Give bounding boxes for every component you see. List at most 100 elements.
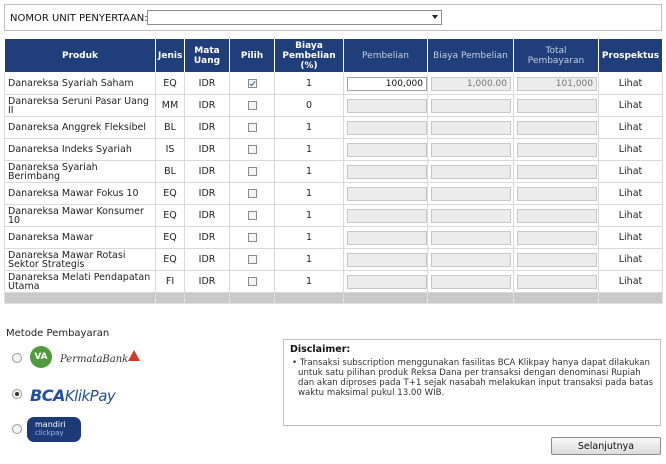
table-footer [4,292,663,304]
fee-cell [427,182,514,205]
currency: IDR [184,248,230,271]
fee-cell [427,270,514,293]
next-button[interactable]: Selanjutnya [551,437,661,455]
unit-select[interactable] [147,10,442,25]
chevron-down-icon [432,15,438,19]
total-field [517,208,597,223]
total-cell [513,248,599,271]
prospectus-link[interactable]: Lihat [598,94,663,117]
total-field [517,98,597,113]
product-type: EQ [155,204,185,227]
mandiri-brand: mandiri [35,420,66,429]
fee-field [431,142,511,157]
table-row: Danareksa Melati Pendapatan Utama FI IDR 1 L… [4,270,663,293]
fee-cell [427,94,514,117]
select-checkbox[interactable] [247,277,257,286]
total-field [517,142,597,157]
mandiri-clickpay-logo: mandiri clickpay [27,417,81,442]
table-row: Danareksa Syariah Saham EQ IDR 1 100,000 1,00… [4,72,663,95]
prospectus-link[interactable]: Lihat [598,248,663,271]
prospectus-link[interactable]: Lihat [598,138,663,161]
col-produk: Produk [4,38,156,73]
select-cell [229,204,275,227]
total-cell [513,138,599,161]
product-type: FI [155,270,185,293]
table-row: Danareksa Syariah Berimbang BL IDR 1 Lihat [4,160,663,183]
select-cell [229,94,275,117]
product-type: BL [155,116,185,139]
select-checkbox[interactable] [247,189,257,198]
total-field [517,230,597,245]
select-checkbox[interactable] [247,79,257,88]
col-mata-uang: Mata Uang [184,38,230,73]
currency: IDR [184,72,230,95]
total-cell: 101,000 [513,72,599,95]
product-type: MM [155,94,185,117]
total-cell [513,270,599,293]
amount-input[interactable]: 100,000 [347,76,427,91]
amount-input[interactable] [347,208,427,223]
select-checkbox[interactable] [247,255,257,264]
radio-bca-klikpay[interactable] [12,389,22,399]
fee-cell [427,116,514,139]
prospectus-link[interactable]: Lihat [598,116,663,139]
select-cell [229,72,275,95]
amount-input[interactable] [347,164,427,179]
total-cell [513,116,599,139]
amount-input[interactable] [347,252,427,267]
select-checkbox[interactable] [247,167,257,176]
unit-label: NOMOR UNIT PENYERTAAN: [10,13,148,24]
total-cell [513,160,599,183]
select-cell [229,270,275,293]
bca-brand: BCA [30,386,65,405]
table-row: Danareksa Mawar Konsumer 10 EQ IDR 1 Lihat [4,204,663,227]
total-cell [513,204,599,227]
amount-cell [343,94,428,117]
product-name: Danareksa Mawar [4,226,156,249]
prospectus-link[interactable]: Lihat [598,182,663,205]
prospectus-link[interactable]: Lihat [598,72,663,95]
amount-cell [343,204,428,227]
table-row: Danareksa Anggrek Fleksibel BL IDR 1 Lihat [4,116,663,139]
select-checkbox[interactable] [247,233,257,242]
total-cell [513,182,599,205]
fee-percent: 1 [274,226,344,249]
table-row: Danareksa Seruni Pasar Uang II MM IDR 0 Liha… [4,94,663,117]
prospectus-link[interactable]: Lihat [598,226,663,249]
select-checkbox[interactable] [247,123,257,132]
permata-mark-icon [128,350,140,361]
currency: IDR [184,94,230,117]
prospectus-link[interactable]: Lihat [598,270,663,293]
product-type: EQ [155,248,185,271]
product-name: Danareksa Indeks Syariah [4,138,156,161]
currency: IDR [184,116,230,139]
fee-cell [427,138,514,161]
amount-input[interactable] [347,142,427,157]
currency: IDR [184,204,230,227]
product-name: Danareksa Seruni Pasar Uang II [4,94,156,117]
amount-input[interactable] [347,186,427,201]
select-checkbox[interactable] [247,145,257,154]
total-cell [513,94,599,117]
amount-input[interactable] [347,230,427,245]
disclaimer-title: Disclaimer: [290,344,351,355]
select-checkbox[interactable] [247,211,257,220]
fee-field [431,208,511,223]
radio-mandiri[interactable] [12,424,22,434]
radio-permata[interactable] [12,353,22,363]
fee-field: 1,000.00 [431,76,511,91]
prospectus-link[interactable]: Lihat [598,204,663,227]
prospectus-link[interactable]: Lihat [598,160,663,183]
fee-percent: 1 [274,72,344,95]
table-row: Danareksa Mawar EQ IDR 1 Lihat [4,226,663,249]
klikpay-brand: KlikPay [64,387,116,405]
amount-input[interactable] [347,274,427,289]
col-jenis: Jenis [155,38,185,73]
amount-input[interactable] [347,120,427,135]
bca-klikpay-logo: BCAKlikPay [30,386,116,405]
payment-method-label: Metode Pembayaran [6,328,110,339]
select-checkbox[interactable] [247,101,257,110]
amount-input[interactable] [347,98,427,113]
total-field [517,274,597,289]
currency: IDR [184,226,230,249]
